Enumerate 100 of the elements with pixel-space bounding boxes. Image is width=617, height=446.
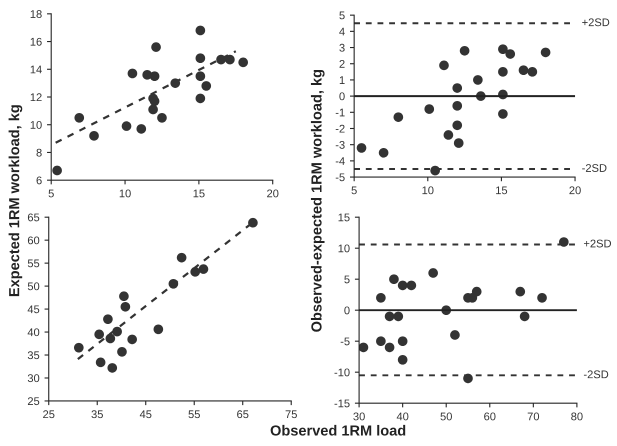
point bbox=[452, 83, 462, 93]
y-tick-label: 60 bbox=[28, 236, 40, 244]
point bbox=[472, 286, 482, 296]
point bbox=[424, 104, 434, 114]
point bbox=[106, 334, 116, 344]
y-tick-label: 30 bbox=[28, 374, 40, 382]
y-tick-label: 6 bbox=[36, 176, 42, 184]
point bbox=[196, 26, 206, 36]
y-tick-label: -15 bbox=[334, 400, 350, 408]
y-tick-label: 5 bbox=[339, 12, 345, 20]
point bbox=[198, 264, 208, 274]
point bbox=[107, 363, 118, 373]
x-tick-label: 60 bbox=[484, 412, 496, 420]
ref-line-label: +2SD bbox=[584, 240, 611, 248]
point bbox=[452, 120, 462, 130]
point bbox=[498, 109, 508, 119]
y-tick-label: 10 bbox=[338, 244, 350, 252]
point bbox=[176, 252, 186, 262]
point bbox=[460, 46, 470, 56]
y-tick-label: -5 bbox=[340, 338, 350, 346]
point bbox=[406, 280, 416, 290]
point bbox=[376, 336, 386, 346]
point bbox=[384, 342, 394, 352]
point bbox=[450, 330, 460, 340]
point bbox=[157, 112, 167, 123]
y-tick-label: 8 bbox=[36, 148, 42, 157]
x-tick-label: 50 bbox=[440, 412, 452, 420]
point bbox=[151, 42, 161, 52]
y-tick-label: -4 bbox=[336, 157, 345, 165]
point bbox=[120, 302, 130, 312]
point bbox=[103, 314, 113, 324]
point bbox=[540, 48, 550, 58]
point bbox=[473, 75, 483, 85]
point bbox=[201, 81, 212, 91]
x-tick-label: 75 bbox=[286, 410, 297, 418]
y-tick-label: 2 bbox=[340, 60, 345, 68]
point bbox=[376, 292, 386, 303]
point bbox=[119, 291, 129, 302]
y-tick-label: -2 bbox=[336, 124, 345, 133]
point bbox=[225, 54, 235, 64]
point bbox=[505, 49, 516, 59]
y-tick-label: 15 bbox=[338, 214, 350, 222]
y-tick-label: 0 bbox=[344, 306, 350, 314]
point bbox=[393, 312, 404, 322]
point bbox=[356, 143, 366, 153]
x-tick-label: 5 bbox=[352, 186, 357, 194]
point bbox=[128, 68, 138, 78]
x-tick-label: 20 bbox=[569, 186, 581, 194]
y-axis-title: Expected 1RM workload, kg bbox=[8, 105, 22, 296]
point bbox=[196, 94, 206, 104]
y-tick-label: 18 bbox=[30, 10, 42, 18]
y-tick-label: 25 bbox=[28, 397, 40, 406]
point bbox=[537, 292, 547, 303]
y-tick-label: 55 bbox=[28, 260, 40, 268]
y-tick-label: 5 bbox=[344, 276, 350, 284]
y-tick-label: -5 bbox=[336, 173, 345, 182]
x-tick-label: 25 bbox=[43, 410, 54, 418]
point bbox=[96, 358, 106, 368]
x-tick-label: 20 bbox=[267, 190, 278, 198]
ref-line-label: -2SD bbox=[584, 370, 608, 378]
x-tick-label: 15 bbox=[496, 186, 508, 194]
point bbox=[439, 60, 449, 70]
y-tick-label: -10 bbox=[334, 368, 350, 376]
x-tick-label: 15 bbox=[194, 190, 205, 198]
y-tick-label: -1 bbox=[336, 108, 345, 116]
x-tick-label: 80 bbox=[571, 412, 583, 420]
point bbox=[89, 131, 99, 141]
point bbox=[398, 336, 408, 346]
point bbox=[428, 268, 438, 278]
y-tick-label: 16 bbox=[30, 38, 42, 46]
point bbox=[444, 130, 454, 140]
point bbox=[398, 354, 408, 365]
point bbox=[520, 312, 530, 322]
x-tick-label: 35 bbox=[91, 410, 103, 418]
point bbox=[454, 138, 464, 148]
ref-line-label: +2SD bbox=[582, 18, 610, 26]
point bbox=[94, 330, 104, 340]
point bbox=[52, 166, 62, 176]
y-tick-label: 4 bbox=[339, 28, 345, 36]
y-tick-label: -3 bbox=[336, 140, 345, 149]
x-tick-label: 40 bbox=[396, 412, 408, 420]
point bbox=[117, 346, 127, 357]
point bbox=[154, 324, 164, 334]
point bbox=[389, 274, 399, 284]
point bbox=[122, 121, 132, 131]
y-tick-label: 10 bbox=[30, 121, 42, 129]
y-tick-label: 50 bbox=[28, 282, 40, 290]
y-tick-label: 0 bbox=[339, 92, 345, 100]
y-tick-label: 12 bbox=[30, 93, 42, 102]
point bbox=[136, 124, 146, 134]
point bbox=[515, 286, 526, 296]
x-axis-title: Observed 1RM load bbox=[270, 424, 406, 436]
x-tick-label: 10 bbox=[120, 190, 131, 198]
y-tick-label: 65 bbox=[28, 213, 40, 222]
x-tick-label: 45 bbox=[140, 410, 152, 418]
x-tick-label: 5 bbox=[48, 190, 54, 198]
point bbox=[394, 112, 404, 122]
point bbox=[127, 334, 137, 344]
point bbox=[498, 44, 508, 54]
point bbox=[359, 342, 368, 352]
